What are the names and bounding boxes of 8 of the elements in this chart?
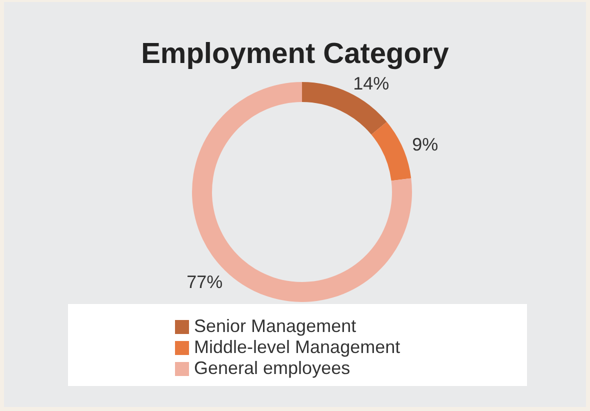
data-label: 9%: [412, 134, 438, 154]
data-label: 77%: [186, 272, 223, 292]
legend-label: Middle-level Management: [194, 337, 400, 358]
data-label: 14%: [353, 73, 390, 94]
legend-label: General employees: [194, 358, 350, 379]
chart-title: Employment Category: [140, 38, 450, 71]
legend-label: Senior Management: [194, 316, 356, 337]
donut-slice: [371, 122, 412, 181]
